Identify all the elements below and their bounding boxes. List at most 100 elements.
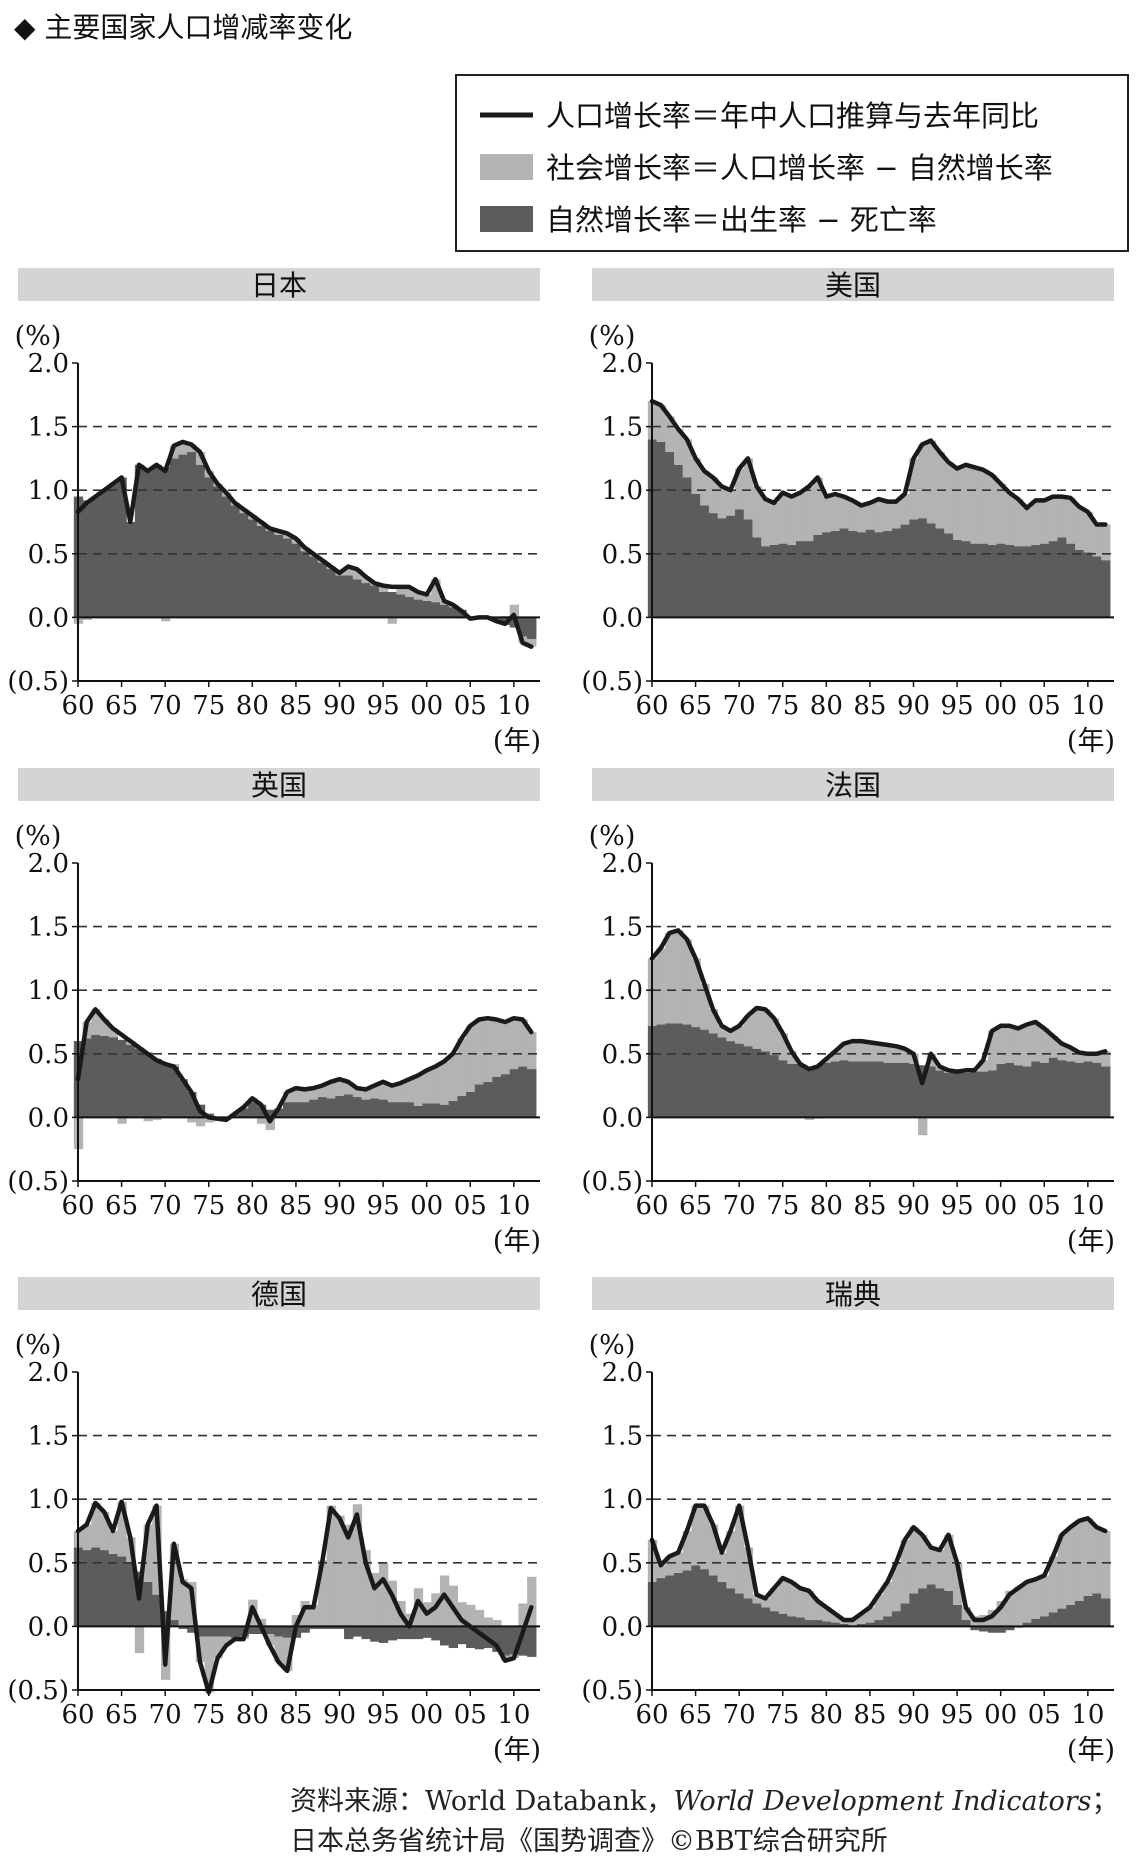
social-bar (187, 1117, 197, 1123)
social-bar (726, 1531, 736, 1589)
natural-bar (300, 551, 310, 618)
natural-bar (239, 1108, 249, 1118)
natural-bar (891, 1611, 902, 1627)
social-bar (804, 486, 815, 542)
natural-bar (213, 486, 223, 618)
panel-title: 法国 (825, 769, 881, 802)
natural-bar (396, 594, 406, 618)
natural-bar (335, 1626, 345, 1629)
natural-bar (1092, 1593, 1102, 1627)
natural-bar (283, 1102, 293, 1118)
social-bar (926, 1547, 937, 1585)
social-bar (996, 1025, 1006, 1064)
x-tick-label: 95 (367, 691, 400, 721)
social-bar (830, 1613, 841, 1623)
natural-bar (787, 1063, 797, 1118)
natural-bar (335, 575, 345, 618)
natural-bar (387, 591, 397, 618)
social-bar (1048, 1556, 1059, 1613)
x-tick-label: 00 (984, 1700, 1017, 1730)
natural-bar (248, 1626, 258, 1635)
social-bar (673, 429, 684, 465)
natural-bar (483, 1081, 493, 1118)
natural-bar (682, 1570, 693, 1627)
population-growth-line (649, 1503, 1108, 1623)
x-tick-label: 60 (61, 1700, 94, 1730)
x-tick-label: 05 (454, 1700, 487, 1730)
x-tick-label: 70 (723, 1700, 756, 1730)
x-tick-label: 05 (454, 691, 487, 721)
y-unit-label: (%) (589, 821, 636, 852)
x-tick-label: 90 (323, 1191, 356, 1221)
natural-bar (256, 525, 267, 618)
social-bar (439, 1061, 450, 1105)
social-bar (413, 1075, 424, 1106)
natural-bar (1013, 546, 1024, 618)
natural-bar (839, 528, 849, 618)
social-bar (665, 416, 675, 453)
natural-bar (1083, 1595, 1094, 1627)
natural-bar (883, 1616, 893, 1627)
panel-0: 日本 (%)2.0 1.5 1.0 0.5 0.0 (0.5)60 65 70 75 80 85 90 9… (7, 268, 541, 757)
natural-bar (1066, 543, 1076, 618)
x-tick-label: 95 (367, 1191, 400, 1221)
social-bar (1066, 1047, 1076, 1062)
social-bar (769, 502, 780, 545)
natural-bar (918, 1065, 928, 1118)
natural-bar (143, 1052, 153, 1118)
social-bar (691, 1505, 701, 1566)
social-bar (1083, 511, 1094, 553)
social-bar (466, 1025, 476, 1092)
social-bar (656, 948, 666, 1025)
x-tick-label: 10 (1071, 691, 1104, 721)
social-bar (761, 1009, 771, 1052)
natural-bar (326, 1626, 336, 1629)
social-bar (778, 1033, 788, 1061)
x-tick-label: 00 (410, 691, 443, 721)
social-bar (431, 1593, 441, 1627)
social-bar (778, 1578, 788, 1614)
x-tick-label: 90 (897, 1191, 930, 1221)
social-bar (987, 474, 998, 545)
social-bar (874, 1594, 884, 1621)
natural-bar (126, 522, 136, 618)
x-tick-label: 65 (105, 691, 138, 721)
natural-bar (769, 1611, 780, 1627)
natural-bar (857, 1623, 867, 1627)
natural-bar (527, 1069, 537, 1118)
social-bar (761, 499, 771, 547)
social-bar (344, 566, 354, 576)
social-bar (143, 1524, 153, 1582)
y-tick-label: 2.0 (602, 349, 643, 379)
natural-bar (726, 1041, 736, 1118)
social-bar (405, 586, 415, 598)
y-tick-label: 1.0 (28, 476, 69, 506)
natural-bar (91, 1034, 101, 1118)
social-bar (761, 1598, 771, 1608)
social-bar (918, 444, 928, 519)
social-bar (717, 1552, 727, 1582)
natural-bar (187, 1626, 197, 1633)
natural-bar (1040, 1616, 1050, 1627)
y-tick-label: (0.5) (7, 1167, 69, 1197)
natural-bar (796, 1063, 806, 1118)
social-bar (352, 1504, 363, 1627)
social-bar (352, 1088, 363, 1098)
natural-bar (204, 477, 214, 618)
natural-bar (195, 464, 206, 618)
natural-bar (691, 1027, 701, 1118)
natural-bar (952, 1071, 963, 1118)
natural-bar (926, 1584, 937, 1627)
social-bar (396, 1083, 406, 1103)
social-bar (857, 505, 867, 533)
natural-bar (874, 532, 884, 618)
y-tick-label: 0.5 (28, 1549, 69, 1579)
social-bar (326, 1505, 336, 1627)
natural-bar (996, 1063, 1006, 1118)
natural-bar (1048, 1057, 1059, 1118)
natural-bar (370, 585, 380, 618)
social-bar (935, 1550, 945, 1589)
social-bar (996, 483, 1006, 544)
natural-bar (283, 1626, 293, 1638)
y-tick-label: 0.5 (28, 540, 69, 570)
